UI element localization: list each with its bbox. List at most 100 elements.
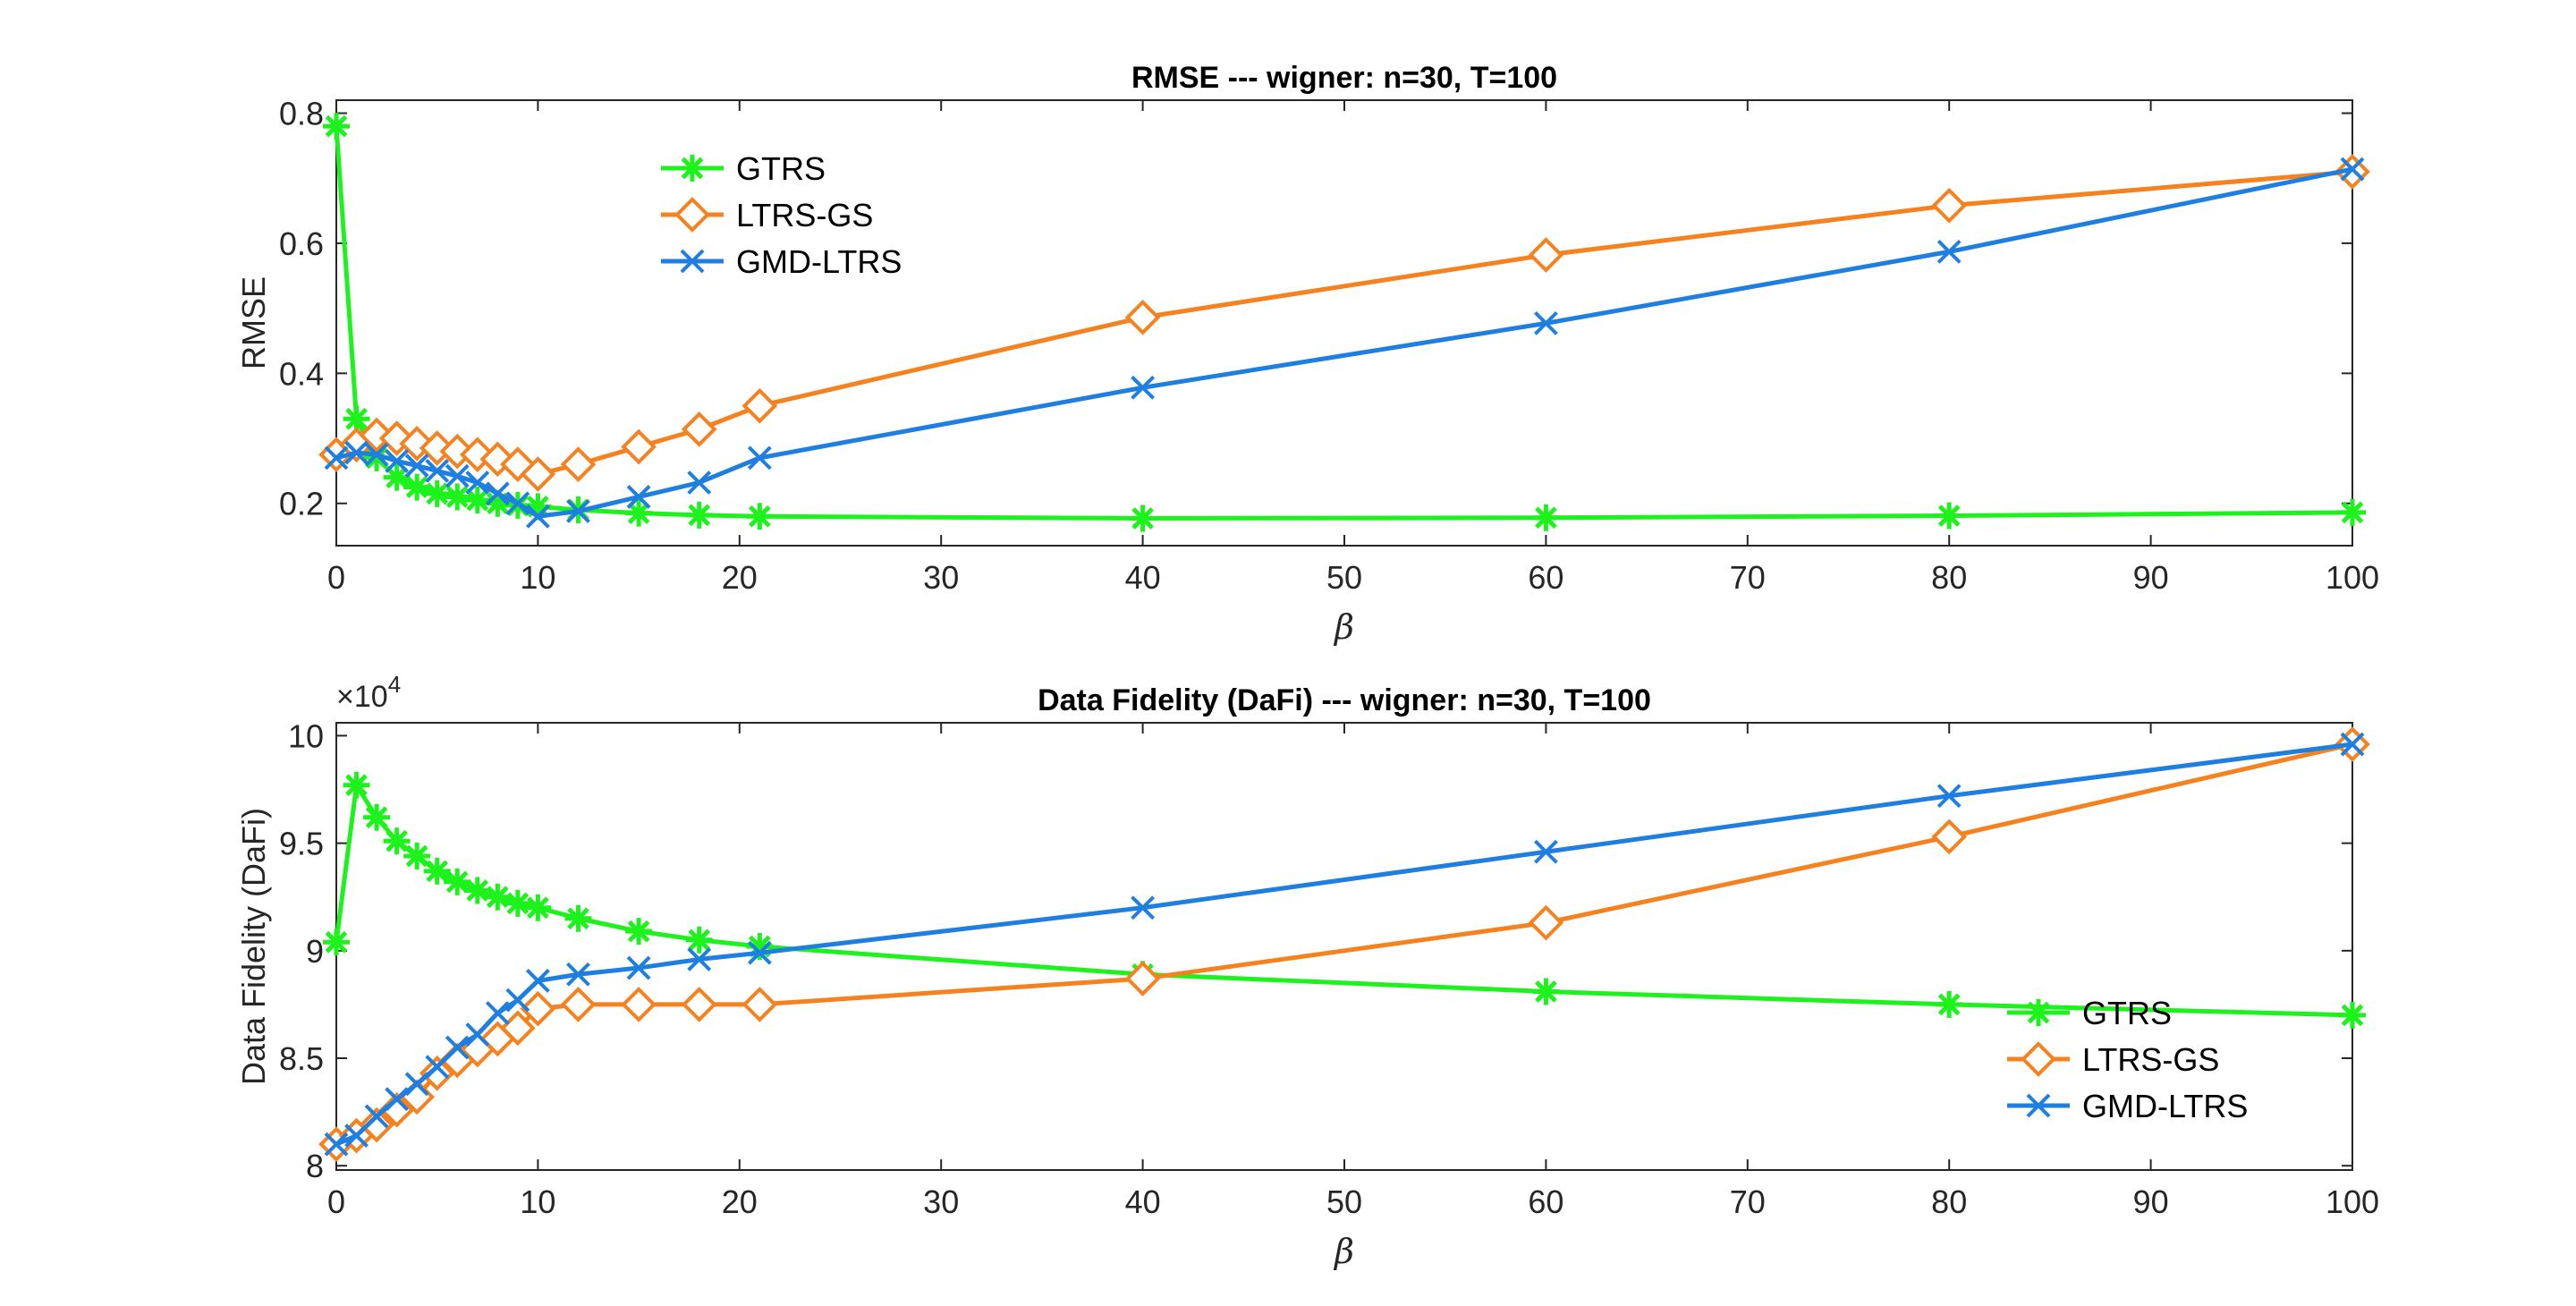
plot-area <box>335 722 2353 1171</box>
data-point <box>383 463 411 491</box>
x-tick-label: 20 <box>722 559 758 596</box>
legend-item: GMD-LTRS <box>661 243 902 280</box>
data-point <box>1129 505 1157 532</box>
data-point <box>525 504 550 529</box>
x-tick-label: 40 <box>1125 1183 1161 1220</box>
data-point <box>626 485 651 509</box>
data-point <box>1131 895 1156 920</box>
data-point <box>505 491 530 516</box>
y-tick-label: 8.5 <box>279 1040 324 1077</box>
chart-title: RMSE --- wigner: n=30, T=100 <box>1131 61 1557 95</box>
data-point <box>465 1022 490 1047</box>
series-gmd-ltrs <box>324 157 2365 529</box>
y-axis-multiplier: ×104 <box>336 671 401 714</box>
data-point <box>1936 502 1963 530</box>
legend: GTRS LTRS-GS GMD-LTRS <box>661 150 902 280</box>
data-point <box>403 843 431 870</box>
data-point <box>621 987 657 1022</box>
data-point <box>524 493 552 521</box>
data-point <box>344 1124 369 1148</box>
data-point <box>1532 978 1560 1005</box>
legend-label: GMD-LTRS <box>2082 1088 2248 1124</box>
x-tick-label: 50 <box>1326 1183 1362 1220</box>
legend-label: GMD-LTRS <box>736 243 902 280</box>
data-point <box>1124 961 1161 996</box>
x-tick-label: 80 <box>1931 559 1967 596</box>
data-point <box>363 803 391 831</box>
data-point <box>741 987 778 1022</box>
legend-label: GTRS <box>736 150 826 187</box>
data-point <box>625 918 653 946</box>
data-point <box>746 933 774 960</box>
y-axis-label: Data Fidelity (DaFi) <box>235 808 272 1085</box>
data-point <box>1532 504 1560 531</box>
data-point <box>323 113 350 140</box>
data-point <box>1931 818 1968 855</box>
y-tick-label: 10 <box>288 717 324 754</box>
data-point <box>2339 1001 2366 1029</box>
x-tick-label: 70 <box>1730 1183 1766 1220</box>
x-tick-label: 0 <box>327 1183 345 1220</box>
x-tick-label: 20 <box>722 1183 758 1220</box>
y-tick-label: 0.6 <box>279 225 324 262</box>
data-point <box>404 454 429 478</box>
data-point <box>525 969 550 993</box>
data-point <box>520 990 556 1027</box>
data-point <box>383 827 411 855</box>
data-point <box>378 1091 415 1128</box>
data-point <box>566 499 590 523</box>
data-point <box>1528 237 1564 273</box>
data-point <box>343 771 370 799</box>
data-point <box>463 487 491 514</box>
data-point <box>1533 310 1558 335</box>
data-point <box>2334 154 2370 190</box>
legend-marker <box>679 155 706 182</box>
legend-label: GTRS <box>2082 995 2172 1031</box>
data-point <box>524 894 552 921</box>
data-point <box>359 1107 394 1143</box>
data-point <box>685 926 713 954</box>
legend-item: GMD-LTRS <box>2007 1088 2248 1124</box>
data-point <box>324 445 349 471</box>
data-point <box>445 1035 470 1060</box>
chart-2: 0 10 20 30 40 50 60 70 80 90 100 8 8.5 9 9.5 10 Data Fid… <box>235 671 2379 1271</box>
y-tick-label: 0.4 <box>279 355 324 392</box>
chart-title: Data Fidelity (DaFi) --- wigner: n=30, T… <box>1038 683 1651 717</box>
data-point <box>747 445 772 471</box>
data-point <box>344 440 369 465</box>
x-tick-label: 10 <box>520 1183 555 1220</box>
data-point <box>2340 157 2365 182</box>
data-point <box>485 481 510 506</box>
x-tick-label: 70 <box>1730 559 1766 596</box>
x-tick-label: 80 <box>1931 1183 1967 1220</box>
data-point <box>1131 375 1156 400</box>
data-point <box>626 955 651 980</box>
legend-marker <box>680 249 705 274</box>
data-point <box>1936 784 1962 809</box>
x-tick-label: 60 <box>1528 559 1563 596</box>
data-point <box>741 387 778 424</box>
data-point <box>1124 299 1161 335</box>
legend-item: LTRS-GS <box>661 197 873 233</box>
y-tick-label: 8 <box>306 1148 324 1184</box>
data-point <box>621 428 657 465</box>
data-point <box>2339 498 2366 526</box>
x-tick-label: 90 <box>2133 1183 2169 1220</box>
data-point <box>463 877 491 904</box>
data-point <box>484 883 512 911</box>
data-point <box>746 503 774 530</box>
data-point <box>520 456 556 492</box>
chart-1: 0 10 20 30 40 50 60 70 80 90 100 0.2 0.4 0.6 0.8 RMSE -… <box>235 61 2379 647</box>
data-point <box>687 947 712 971</box>
y-tick-label: 0.2 <box>279 486 324 522</box>
legend-label: LTRS-GS <box>736 197 873 233</box>
data-point <box>485 1001 510 1025</box>
legend-item: GTRS <box>661 150 826 187</box>
legend-marker <box>674 197 710 233</box>
data-point <box>1936 990 1963 1018</box>
data-point <box>364 442 389 467</box>
data-point <box>423 479 451 507</box>
data-point <box>364 1104 389 1129</box>
data-point <box>625 499 653 527</box>
data-point <box>1931 187 1968 224</box>
